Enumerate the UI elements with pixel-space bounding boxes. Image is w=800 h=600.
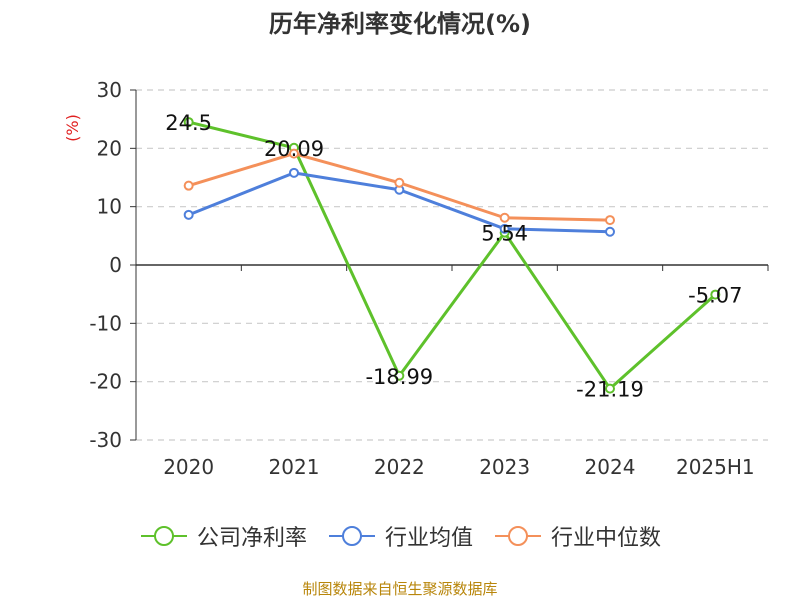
legend-item[interactable]: 公司净利率 xyxy=(139,520,307,552)
data-point xyxy=(289,167,299,178)
series-line-0 xyxy=(188,120,717,391)
legend-marker-icon xyxy=(328,526,375,546)
y-axis-label: (%) xyxy=(63,114,82,142)
data-point xyxy=(394,370,405,381)
legend-marker-icon xyxy=(140,526,187,546)
data-point xyxy=(710,289,721,300)
data-point xyxy=(605,215,615,226)
x-tick-label: 2021 xyxy=(269,455,320,479)
data-point xyxy=(183,209,194,220)
y-tick-label: 10 xyxy=(97,195,122,219)
legend-item[interactable]: 行业中位数 xyxy=(493,520,661,552)
data-point xyxy=(183,117,194,128)
legend-label: 行业中位数 xyxy=(551,526,662,551)
x-tick-label: 2025H1 xyxy=(676,455,755,479)
data-label: 24.5 xyxy=(165,111,212,135)
x-tick-label: 2022 xyxy=(374,455,425,479)
data-point xyxy=(499,223,510,234)
axes: 30 20 10 0 -10 -20 -30 2020 2021 2022 2023 2024 2025… xyxy=(89,78,769,479)
data-point xyxy=(605,226,615,237)
data-point xyxy=(183,180,194,191)
source-note: 制图数据来自恒生聚源数据库 xyxy=(302,580,498,598)
data-point xyxy=(394,177,405,188)
data-point xyxy=(289,148,299,159)
data-label: 5.54 xyxy=(481,222,528,246)
data-point xyxy=(499,212,510,223)
series-lines xyxy=(183,117,721,394)
y-tick-label: 20 xyxy=(97,136,122,160)
data-labels: 24.5 20.09 -18.99 5.54 -21.19 -5.07 xyxy=(165,111,742,402)
y-tick-label: -30 xyxy=(89,428,122,452)
data-label: -21.19 xyxy=(576,378,644,402)
y-tick-label: 30 xyxy=(97,78,122,102)
x-tick-label: 2023 xyxy=(479,455,530,479)
x-tick-label: 2024 xyxy=(585,455,636,479)
y-tick-label: -10 xyxy=(89,311,122,335)
legend-marker-icon xyxy=(495,526,541,546)
legend-label: 行业均值 xyxy=(384,526,473,551)
y-tick-label: -20 xyxy=(89,370,122,394)
y-tick-label: 0 xyxy=(109,253,122,277)
data-label: 20.09 xyxy=(264,137,324,161)
data-label: -18.99 xyxy=(365,365,433,389)
x-tick-label: 2020 xyxy=(163,455,214,479)
legend-label: 公司净利率 xyxy=(196,526,307,551)
data-point xyxy=(605,383,615,394)
legend: 公司净利率 行业均值 行业中位数 xyxy=(0,520,800,552)
data-label: -5.07 xyxy=(688,284,742,308)
legend-item[interactable]: 行业均值 xyxy=(327,520,473,552)
chart-title: 历年净利率变化情况(%) xyxy=(269,10,531,38)
